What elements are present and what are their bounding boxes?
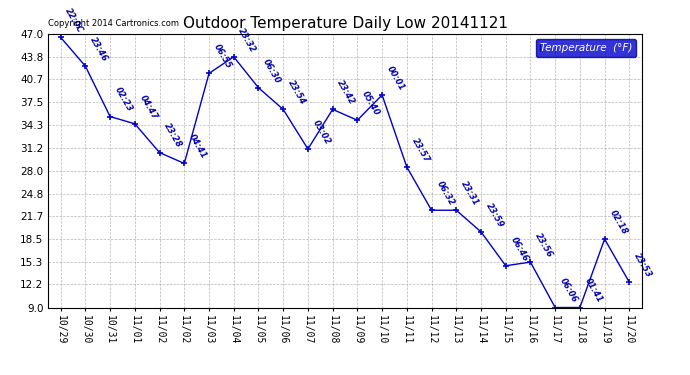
Text: 06:55: 06:55	[212, 43, 233, 70]
Text: 05:40: 05:40	[360, 90, 382, 117]
Text: 00:01: 00:01	[385, 64, 406, 92]
Text: 04:47: 04:47	[138, 93, 159, 121]
Text: 06:46: 06:46	[509, 235, 530, 263]
Text: 23:42: 23:42	[335, 79, 357, 106]
Text: Copyright 2014 Cartronics.com: Copyright 2014 Cartronics.com	[48, 19, 179, 28]
Legend: Temperature  (°F): Temperature (°F)	[535, 39, 636, 57]
Text: 23:32: 23:32	[237, 26, 258, 54]
Text: 01:41: 01:41	[583, 277, 604, 304]
Text: 02:23: 02:23	[113, 86, 135, 114]
Text: 22:0C: 22:0C	[63, 6, 85, 34]
Text: 23:54: 23:54	[286, 79, 307, 106]
Text: 23:31: 23:31	[460, 180, 480, 207]
Text: 23:56: 23:56	[533, 231, 555, 259]
Text: 23:53: 23:53	[632, 252, 653, 279]
Text: 06:06: 06:06	[558, 277, 580, 304]
Text: 04:41: 04:41	[187, 133, 208, 160]
Text: 23:28: 23:28	[163, 122, 184, 150]
Title: Outdoor Temperature Daily Low 20141121: Outdoor Temperature Daily Low 20141121	[182, 16, 508, 31]
Text: 23:59: 23:59	[484, 201, 505, 229]
Text: 06:32: 06:32	[435, 180, 455, 207]
Text: 23:57: 23:57	[410, 136, 431, 164]
Text: 23:46: 23:46	[88, 36, 110, 63]
Text: 02:18: 02:18	[608, 209, 629, 236]
Text: 03:02: 03:02	[311, 118, 332, 146]
Text: 06:30: 06:30	[262, 57, 283, 85]
